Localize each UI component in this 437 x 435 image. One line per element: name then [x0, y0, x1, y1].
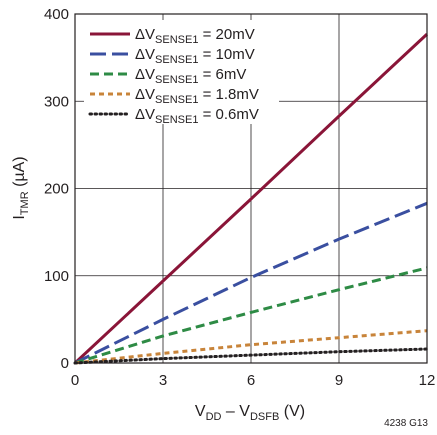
plot-frame [74, 13, 428, 364]
legend-item: ΔVSENSE1 = 0.6mV [88, 106, 259, 126]
legend-background [84, 20, 279, 124]
x-tick-label: 9 [335, 372, 343, 389]
legend-item: ΔVSENSE1 = 20mV [90, 26, 255, 46]
series-line [73, 33, 429, 365]
legend-label: ΔVSENSE1 = 6mV [135, 66, 246, 86]
series-line [73, 347, 429, 365]
figure-code-note: 4238 G13 [384, 418, 428, 429]
y-tick-label: 400 [44, 6, 69, 23]
legend-item: ΔVSENSE1 = 1.8mV [90, 86, 259, 106]
series-line [74, 201, 428, 365]
tick-labels: 0 3 6 9 12 0 100 200 300 400 [44, 6, 435, 389]
x-axis-label: VDD – VDSFB (V) [195, 403, 305, 423]
x-tick-label: 3 [159, 372, 167, 389]
series-lines [73, 33, 429, 365]
y-axis-label: ITMR (µA) [11, 156, 31, 219]
legend-label: ΔVSENSE1 = 1.8mV [135, 86, 259, 106]
y-tick-label: 300 [44, 93, 69, 110]
legend-item: ΔVSENSE1 = 6mV [90, 66, 246, 86]
legend-label: ΔVSENSE1 = 20mV [135, 26, 255, 46]
x-tick-label: 0 [71, 372, 79, 389]
x-tick-label: 12 [419, 372, 436, 389]
y-tick-label: 200 [44, 181, 69, 198]
legend-label: ΔVSENSE1 = 0.6mV [135, 106, 259, 126]
x-tick-label: 6 [247, 372, 255, 389]
series-line [74, 266, 428, 365]
legend-label: ΔVSENSE1 = 10mV [135, 46, 255, 66]
y-tick-label: 100 [44, 268, 69, 285]
legend-item: ΔVSENSE1 = 10mV [90, 46, 255, 66]
y-tick-label: 0 [61, 355, 69, 372]
